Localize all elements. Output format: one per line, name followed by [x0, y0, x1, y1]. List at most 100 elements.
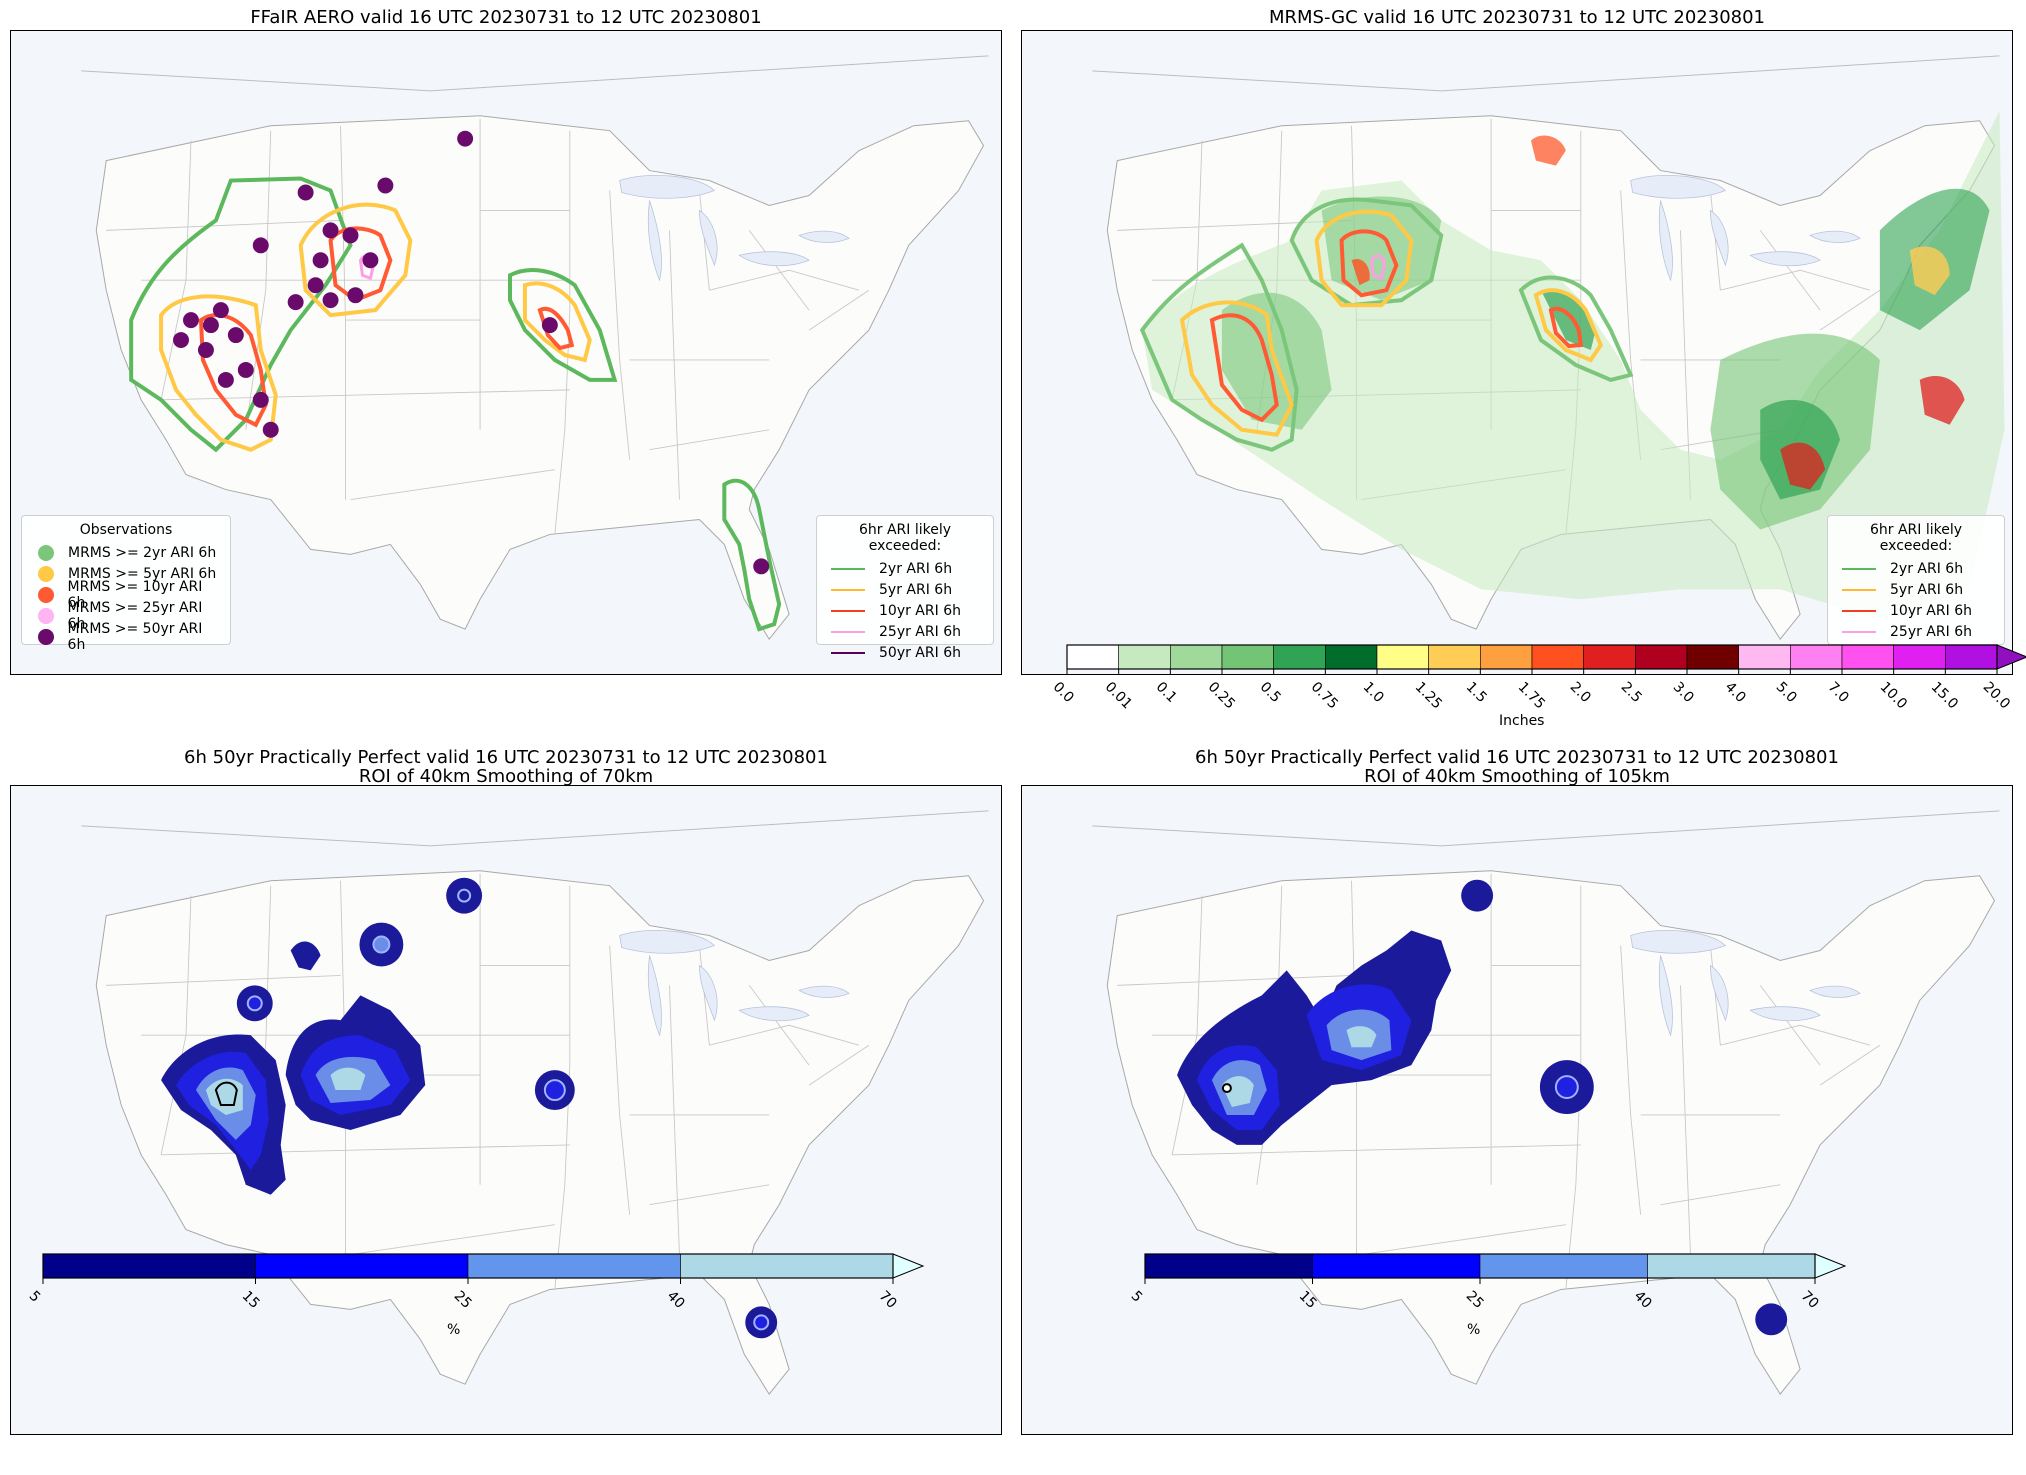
- colorbar-tick-label: 40: [663, 1288, 688, 1312]
- legend-entry-obs-2yr: MRMS >= 2yr ARI 6h: [32, 542, 220, 563]
- probability-field: [1177, 879, 1788, 1336]
- prob-colorbar-label: %: [447, 1322, 461, 1338]
- legend-label: 25yr ARI 6h: [1890, 623, 1972, 640]
- observations-legend-title: Observations: [79, 522, 173, 538]
- legend-label: 2yr ARI 6h: [1890, 560, 1964, 577]
- legend-entry-obs-10yr: MRMS >= 10yr ARI 6h: [32, 579, 220, 611]
- colorbar-tick-label: 0.0: [1049, 679, 1077, 707]
- colorbar-tick-label: 25: [450, 1288, 475, 1312]
- ari-contours: [1139, 197, 1634, 452]
- colorbar-tick-label: 7.0: [1824, 679, 1852, 707]
- colorbar-tick-label: 0.75: [1308, 679, 1342, 713]
- colorbar-tick-label: 3.0: [1669, 679, 1697, 707]
- prob-colorbar-pp70: 5 15 25 40 70 %: [26, 1253, 925, 1344]
- panel-title-aero: FFaIR AERO valid 16 UTC 20230731 to 12 U…: [250, 7, 762, 28]
- observation-dots: [173, 130, 770, 575]
- colorbar-tick-label: 15: [1295, 1288, 1320, 1312]
- legend-entry-obs-5yr: MRMS >= 5yr ARI 6h: [32, 563, 220, 584]
- legend-line: [831, 651, 865, 654]
- colorbar-tick-label: 70: [1797, 1288, 1822, 1312]
- us-basemap: [81, 55, 989, 640]
- legend-entry-ari-50yr: 50yr ARI 6h: [827, 642, 983, 663]
- legend-label: MRMS >= 50yr ARI 6h: [67, 620, 203, 653]
- legend-line: [831, 588, 865, 591]
- legend-line: [1842, 609, 1876, 612]
- ari-legend-title: 6hr ARI likely exceeded:: [858, 522, 952, 554]
- colorbar-tick-label: 2.0: [1566, 679, 1594, 707]
- legend-label: 5yr ARI 6h: [879, 581, 953, 598]
- legend-label: 25yr ARI 6h: [879, 623, 961, 640]
- legend-label: MRMS >= 25yr ARI 6h: [67, 599, 203, 632]
- colorbar-tick-label: 25: [1462, 1288, 1487, 1312]
- colorbar-tick-label: 0.5: [1256, 679, 1284, 707]
- colorbar-tick-label: 20.0: [1979, 679, 2014, 713]
- prob-colorbar-pp105: 5 15 25 40 70 %: [1128, 1253, 1847, 1344]
- legend-entry-ari-10yr: 10yr ARI 6h: [1838, 600, 1994, 621]
- legend-line: [1842, 588, 1876, 591]
- legend-line: [831, 630, 865, 633]
- legend-line: [831, 609, 865, 612]
- legend-marker: [38, 544, 54, 561]
- colorbar-tick-label: 4.0: [1721, 679, 1749, 707]
- legend-label: MRMS >= 5yr ARI 6h: [68, 565, 217, 582]
- map-panel-pp105: 5 15 25 40 70 %: [1021, 785, 2013, 1435]
- precip-colorbar-label: Inches: [1499, 713, 1545, 729]
- map-panel-pp70: 5 15 25 40 70 %: [10, 785, 1002, 1435]
- legend-marker: [38, 607, 54, 624]
- legend-entry-ari-25yr: 25yr ARI 6h: [827, 621, 983, 642]
- legend-marker: [38, 565, 54, 582]
- colorbar-tick-label: 15: [238, 1288, 263, 1312]
- ari-legend-title: 6hr ARI likely exceeded:: [1869, 522, 1963, 554]
- legend-entry-ari-25yr: 25yr ARI 6h: [1838, 621, 1994, 642]
- legend-label: 5yr ARI 6h: [1890, 581, 1964, 598]
- probability-field: [161, 877, 778, 1339]
- legend-label: MRMS >= 10yr ARI 6h: [67, 578, 203, 611]
- prob-colorbar-swatches: [42, 1253, 925, 1284]
- precip-colorbar: 0.0 0.01 0.1 0.25 0.5 0.75 1.0 1.25 1.5 1.75 2.0 2.…: [1050, 644, 2026, 735]
- legend-marker: [38, 628, 54, 645]
- map-panel-aero: Observations MRMS >= 2yr ARI 6h MRMS >= …: [10, 30, 1002, 675]
- legend-entry-ari-2yr: 2yr ARI 6h: [827, 558, 983, 579]
- legend-entry-ari-2yr: 2yr ARI 6h: [1838, 558, 1994, 579]
- panel-title-pp105: 6h 50yr Practically Perfect valid 16 UTC…: [1195, 747, 1839, 787]
- legend-line: [831, 567, 865, 570]
- legend-label: MRMS >= 2yr ARI 6h: [68, 544, 217, 561]
- map-mrms: [1092, 55, 2005, 640]
- prob-colorbar-swatches: [1144, 1253, 1847, 1284]
- legend-marker: [38, 586, 54, 603]
- colorbar-tick-label: 15.0: [1928, 679, 1962, 713]
- colorbar-tick-label: 10.0: [1876, 679, 1910, 713]
- colorbar-tick-label: 1.0: [1359, 679, 1387, 707]
- legend-label: 10yr ARI 6h: [879, 602, 961, 619]
- ari-legend-aero: 6hr ARI likely exceeded: 2yr ARI 6h 5yr …: [816, 515, 994, 661]
- colorbar-tick-label: 70: [875, 1288, 900, 1312]
- legend-entry-ari-10yr: 10yr ARI 6h: [827, 600, 983, 621]
- panel-title-mrms: MRMS-GC valid 16 UTC 20230731 to 12 UTC …: [1268, 7, 1766, 28]
- colorbar-tick-label: 1.75: [1514, 679, 1549, 713]
- colorbar-tick-label: 1.5: [1463, 679, 1491, 707]
- legend-entry-obs-50yr: MRMS >= 50yr ARI 6h: [32, 621, 220, 653]
- panel-title-pp70: 6h 50yr Practically Perfect valid 16 UTC…: [184, 747, 828, 787]
- prob-colorbar-label: %: [1467, 1322, 1481, 1338]
- colorbar-tick-label: 5.0: [1773, 679, 1801, 707]
- colorbar-tick-label: 2.5: [1618, 679, 1646, 707]
- legend-line: [1842, 630, 1876, 633]
- colorbar-tick-label: 40: [1630, 1288, 1655, 1312]
- map-aero: [81, 55, 989, 640]
- colorbar-tick-label: 0.1: [1153, 679, 1181, 707]
- legend-entry-ari-5yr: 5yr ARI 6h: [1838, 579, 1994, 600]
- precip-colorbar-swatches: [1066, 644, 2026, 675]
- colorbar-tick-label: 1.25: [1411, 679, 1445, 713]
- legend-label: 50yr ARI 6h: [879, 644, 961, 661]
- ari-legend-mrms: 6hr ARI likely exceeded: 2yr ARI 6h 5yr …: [1827, 515, 2005, 661]
- legend-entry-ari-5yr: 5yr ARI 6h: [827, 579, 983, 600]
- ari-contours: [129, 176, 782, 632]
- legend-line: [1842, 567, 1876, 570]
- colorbar-tick-label: 0.25: [1204, 679, 1239, 713]
- legend-entry-obs-25yr: MRMS >= 25yr ARI 6h: [32, 600, 220, 632]
- observations-legend: Observations MRMS >= 2yr ARI 6h MRMS >= …: [21, 515, 231, 653]
- legend-label: 2yr ARI 6h: [879, 560, 953, 577]
- map-panel-mrms: 6hr ARI likely exceeded: 2yr ARI 6h 5yr …: [1021, 30, 2013, 675]
- colorbar-tick-label: 0.01: [1101, 679, 1135, 713]
- legend-label: 10yr ARI 6h: [1890, 602, 1972, 619]
